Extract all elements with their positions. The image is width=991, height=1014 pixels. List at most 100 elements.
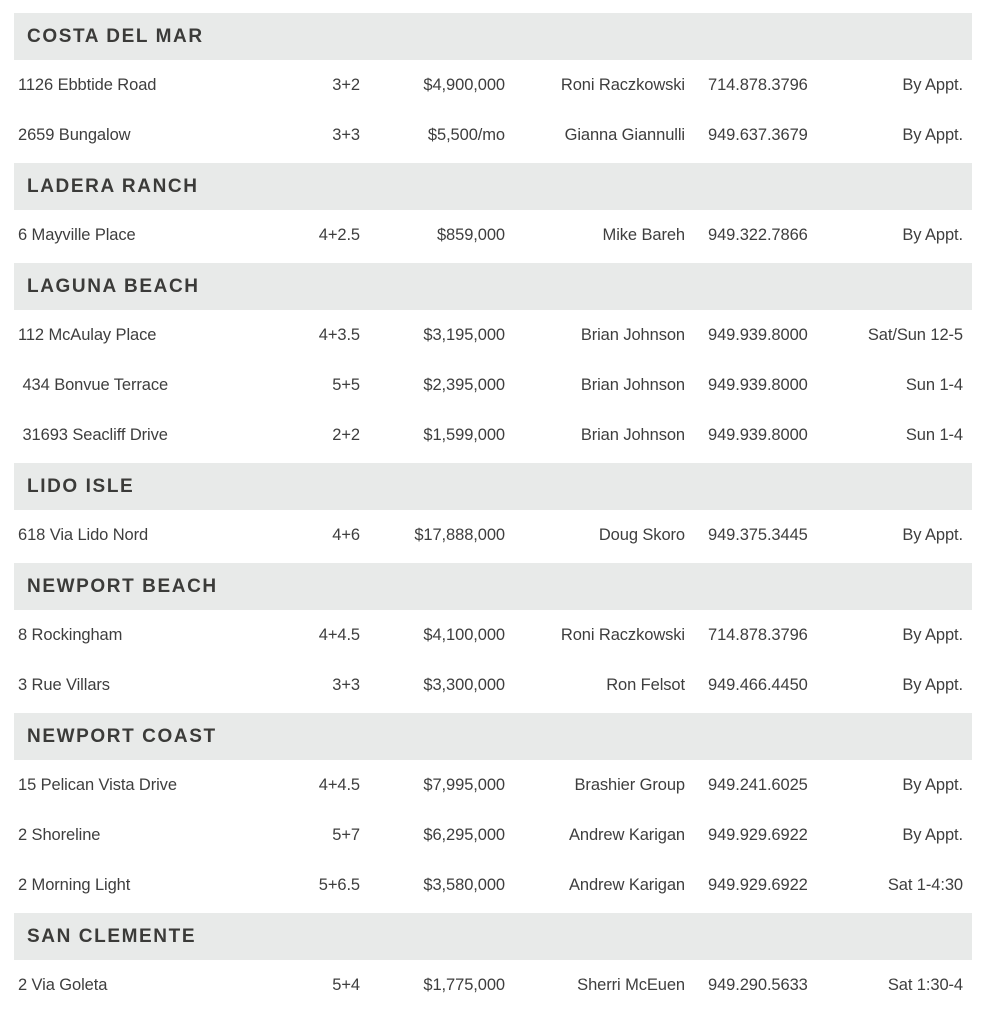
listing-open-time: Sat 1-4:30: [887, 875, 963, 894]
listing-beds-baths: 4+4.5: [318, 625, 360, 644]
listing-agent: Mike Bareh: [602, 225, 685, 244]
listing-beds-baths: 5+7: [332, 825, 360, 844]
listing-phone: 949.375.3445: [708, 525, 808, 544]
listing-phone: 714.878.3796: [708, 75, 808, 94]
listing-open-time: Sat/Sun 12-5: [867, 325, 963, 344]
city-name: NEWPORT COAST: [27, 725, 217, 747]
listing-row: 2 Morning Light 5+6.5 $3,580,000 Andrew …: [0, 860, 991, 910]
listing-phone: 949.939.8000: [708, 375, 808, 394]
listing-agent: Brashier Group: [574, 775, 685, 794]
city-section: COSTA DEL MAR 1126 Ebbtide Road 3+2 $4,9…: [0, 13, 991, 160]
listing-agent: Sherri McEuen: [577, 975, 685, 994]
city-section: SAN CLEMENTE 2 Via Goleta 5+4 $1,775,000…: [0, 913, 991, 1010]
listing-row: 434 Bonvue Terrace 5+5 $2,395,000 Brian …: [0, 360, 991, 410]
listing-agent: Roni Raczkowski: [560, 625, 685, 644]
listing-agent: Andrew Karigan: [568, 825, 685, 844]
listing-agent: Andrew Karigan: [568, 875, 685, 894]
listing-row: 6 Mayville Place 4+2.5 $859,000 Mike Bar…: [0, 210, 991, 260]
listing-address: 2 Morning Light: [18, 875, 131, 894]
city-name: COSTA DEL MAR: [27, 25, 204, 47]
listing-beds-baths: 5+4: [332, 975, 360, 994]
listing-open-time: By Appt.: [902, 825, 963, 844]
listing-phone: 949.637.3679: [708, 125, 808, 144]
city-section: LIDO ISLE 618 Via Lido Nord 4+6 $17,888,…: [0, 463, 991, 560]
listing-address: 618 Via Lido Nord: [18, 525, 149, 544]
listing-address: 2 Shoreline: [18, 825, 101, 844]
city-section: NEWPORT COAST 15 Pelican Vista Drive 4+4…: [0, 713, 991, 910]
listing-price: $3,300,000: [423, 675, 505, 694]
city-name: LAGUNA BEACH: [27, 275, 200, 297]
listing-open-time: Sun 1-4: [905, 375, 963, 394]
listing-row: 1126 Ebbtide Road 3+2 $4,900,000 Roni Ra…: [0, 60, 991, 110]
listing-agent: Brian Johnson: [580, 425, 685, 444]
city-name: LIDO ISLE: [27, 475, 135, 497]
listing-open-time: Sat 1:30-4: [887, 975, 963, 994]
listing-address: 434 Bonvue Terrace: [18, 375, 169, 394]
listing-address: 3 Rue Villars: [18, 675, 110, 694]
listing-agent: Doug Skoro: [598, 525, 685, 544]
listing-row: 8 Rockingham 4+4.5 $4,100,000 Roni Raczk…: [0, 610, 991, 660]
listing-address: 8 Rockingham: [18, 625, 123, 644]
city-header-band: NEWPORT COAST: [14, 713, 972, 760]
city-name: NEWPORT BEACH: [27, 575, 218, 597]
listing-rows: 6 Mayville Place 4+2.5 $859,000 Mike Bar…: [0, 210, 991, 260]
listing-open-time: By Appt.: [902, 75, 963, 94]
listing-phone: 949.466.4450: [708, 675, 808, 694]
listing-row: 618 Via Lido Nord 4+6 $17,888,000 Doug S…: [0, 510, 991, 560]
listing-price: $1,775,000: [423, 975, 505, 994]
listing-rows: 618 Via Lido Nord 4+6 $17,888,000 Doug S…: [0, 510, 991, 560]
city-header-band: LIDO ISLE: [14, 463, 972, 510]
listing-phone: 949.929.6922: [708, 875, 808, 894]
listing-beds-baths: 3+3: [332, 125, 360, 144]
city-header-band: SAN CLEMENTE: [14, 913, 972, 960]
city-name: SAN CLEMENTE: [27, 925, 197, 947]
listing-price: $7,995,000: [423, 775, 505, 794]
listing-open-time: By Appt.: [902, 525, 963, 544]
listing-row: 112 McAulay Place 4+3.5 $3,195,000 Brian…: [0, 310, 991, 360]
listing-beds-baths: 4+6: [332, 525, 360, 544]
listing-phone: 714.878.3796: [708, 625, 808, 644]
listing-rows: 8 Rockingham 4+4.5 $4,100,000 Roni Raczk…: [0, 610, 991, 710]
listing-agent: Gianna Giannulli: [564, 125, 685, 144]
listing-open-time: By Appt.: [902, 225, 963, 244]
listing-rows: 2 Via Goleta 5+4 $1,775,000 Sherri McEue…: [0, 960, 991, 1010]
listing-address: 6 Mayville Place: [18, 225, 136, 244]
listing-address: 2 Via Goleta: [18, 975, 108, 994]
listing-price: $4,900,000: [423, 75, 505, 94]
listing-phone: 949.241.6025: [708, 775, 808, 794]
listing-open-time: By Appt.: [902, 625, 963, 644]
listing-row: 2 Via Goleta 5+4 $1,775,000 Sherri McEue…: [0, 960, 991, 1010]
listing-row: 15 Pelican Vista Drive 4+4.5 $7,995,000 …: [0, 760, 991, 810]
listing-price: $6,295,000: [423, 825, 505, 844]
city-header-band: COSTA DEL MAR: [14, 13, 972, 60]
city-section: NEWPORT BEACH 8 Rockingham 4+4.5 $4,100,…: [0, 563, 991, 710]
listing-phone: 949.929.6922: [708, 825, 808, 844]
listing-beds-baths: 5+6.5: [318, 875, 360, 894]
listing-address: 31693 Seacliff Drive: [18, 425, 168, 444]
city-header-band: LADERA RANCH: [14, 163, 972, 210]
listing-price: $3,580,000: [423, 875, 505, 894]
listing-beds-baths: 4+4.5: [318, 775, 360, 794]
listing-beds-baths: 3+3: [332, 675, 360, 694]
listing-phone: 949.939.8000: [708, 325, 808, 344]
listing-price: $4,100,000: [423, 625, 505, 644]
listing-address: 15 Pelican Vista Drive: [18, 775, 177, 794]
listing-beds-baths: 4+2.5: [318, 225, 360, 244]
open-house-directory: COSTA DEL MAR 1126 Ebbtide Road 3+2 $4,9…: [0, 13, 991, 1010]
listing-row: 3 Rue Villars 3+3 $3,300,000 Ron Felsot …: [0, 660, 991, 710]
listing-agent: Roni Raczkowski: [560, 75, 685, 94]
listing-agent: Brian Johnson: [580, 325, 685, 344]
listing-rows: 1126 Ebbtide Road 3+2 $4,900,000 Roni Ra…: [0, 60, 991, 160]
listing-agent: Ron Felsot: [606, 675, 685, 694]
listing-beds-baths: 2+2: [332, 425, 360, 444]
listing-row: 2 Shoreline 5+7 $6,295,000 Andrew Kariga…: [0, 810, 991, 860]
listing-open-time: By Appt.: [902, 775, 963, 794]
listing-row: 31693 Seacliff Drive 2+2 $1,599,000 Bria…: [0, 410, 991, 460]
listing-beds-baths: 3+2: [332, 75, 360, 94]
city-header-band: LAGUNA BEACH: [14, 263, 972, 310]
listing-beds-baths: 4+3.5: [318, 325, 360, 344]
listing-price: $5,500/mo: [427, 125, 505, 144]
listing-price: $1,599,000: [423, 425, 505, 444]
listing-open-time: Sun 1-4: [905, 425, 963, 444]
listing-open-time: By Appt.: [902, 675, 963, 694]
